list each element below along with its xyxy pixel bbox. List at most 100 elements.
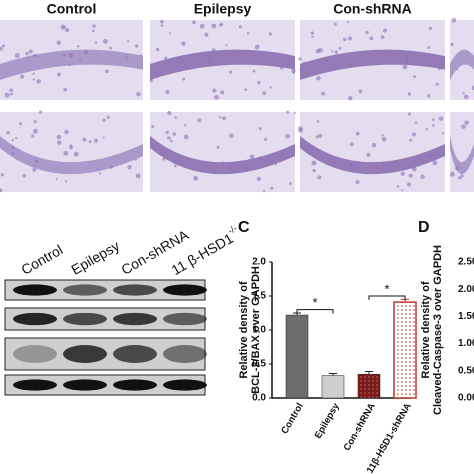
cell: [310, 31, 315, 35]
significance-bracket: [368, 295, 406, 300]
y-tick-label: 2.0: [252, 257, 266, 268]
cell: [312, 169, 316, 172]
cell: [291, 68, 296, 74]
cell: [263, 137, 268, 141]
panel-label: D: [418, 219, 430, 236]
cell: [102, 136, 105, 139]
blot-band: [13, 379, 57, 391]
cell: [1, 44, 5, 48]
cell: [262, 91, 266, 95]
cell: [268, 32, 272, 36]
x-tick-label: Epilepsy: [313, 401, 342, 441]
panel-label: C: [238, 219, 250, 236]
cell: [244, 88, 248, 91]
y-tick-label: 2.50: [458, 257, 474, 268]
cell: [412, 166, 417, 172]
cell: [105, 69, 109, 74]
y-tick-label: 1.50: [458, 311, 474, 322]
cell: [76, 45, 80, 48]
cell: [464, 120, 469, 125]
cell: [9, 88, 14, 93]
cell: [155, 47, 160, 52]
cell: [455, 166, 459, 171]
cell: [84, 50, 89, 55]
cell: [321, 91, 326, 96]
y-tick-label: 0.00: [458, 393, 474, 404]
cell: [225, 44, 228, 47]
cell: [216, 145, 220, 149]
cell-layer: [300, 136, 445, 175]
cell: [413, 75, 416, 79]
cell: [165, 89, 170, 94]
cell: [193, 175, 199, 181]
cell: [456, 68, 459, 71]
cell-layer: [150, 49, 295, 80]
cell: [371, 142, 377, 148]
cell: [180, 155, 185, 160]
cell: [241, 163, 244, 166]
cell: [57, 140, 62, 145]
cell-layer: [0, 49, 143, 80]
cell: [56, 40, 61, 45]
cell: [31, 134, 35, 138]
cell: [409, 138, 413, 142]
cell: [229, 133, 234, 138]
cell: [427, 46, 431, 49]
cell: [135, 173, 141, 179]
cell: [270, 186, 274, 190]
bar: [285, 314, 309, 399]
cell: [211, 48, 216, 52]
cell: [257, 156, 263, 161]
error-bar: [365, 370, 373, 375]
cell: [64, 180, 68, 183]
cell: [331, 50, 334, 53]
cell: [0, 188, 3, 193]
cell: [458, 176, 462, 180]
blot-band: [163, 312, 207, 326]
cell: [316, 120, 320, 123]
cell: [405, 60, 410, 64]
cell: [407, 92, 411, 96]
cell: [365, 30, 369, 35]
cell: [4, 92, 10, 98]
cell: [63, 53, 66, 57]
cell: [34, 159, 39, 163]
cell: [214, 95, 219, 100]
cell: [318, 47, 323, 53]
significance-mark: *: [312, 295, 317, 310]
error-bar: [329, 373, 337, 376]
cell: [181, 41, 186, 46]
y-axis-label: Relative density of: [420, 281, 432, 379]
blot-band: [63, 284, 107, 296]
cell: [164, 56, 168, 60]
cell: [257, 80, 261, 85]
cell: [125, 56, 128, 60]
cell: [462, 92, 465, 95]
cell: [405, 54, 410, 59]
cell: [432, 124, 435, 127]
cell: [56, 72, 61, 77]
cell: [279, 60, 284, 64]
column-label: Con-shRNA: [333, 1, 412, 17]
cell: [292, 71, 295, 74]
cell: [258, 127, 262, 131]
cell: [32, 78, 36, 81]
cell: [165, 130, 169, 134]
cell: [317, 175, 322, 180]
cell: [286, 110, 290, 114]
cell: [402, 64, 408, 70]
cell: [36, 79, 41, 84]
lane-label: Epilepsy: [68, 237, 122, 277]
blot-band: [113, 345, 157, 363]
cell: [228, 70, 233, 74]
cell: [93, 138, 99, 143]
cell: [19, 122, 23, 126]
cell: [280, 66, 284, 70]
cell: [381, 136, 387, 142]
cell: [99, 172, 102, 175]
cell: [293, 112, 296, 115]
cell: [174, 116, 177, 119]
cell: [192, 20, 196, 25]
cell: [343, 37, 347, 42]
cell: [211, 23, 217, 29]
